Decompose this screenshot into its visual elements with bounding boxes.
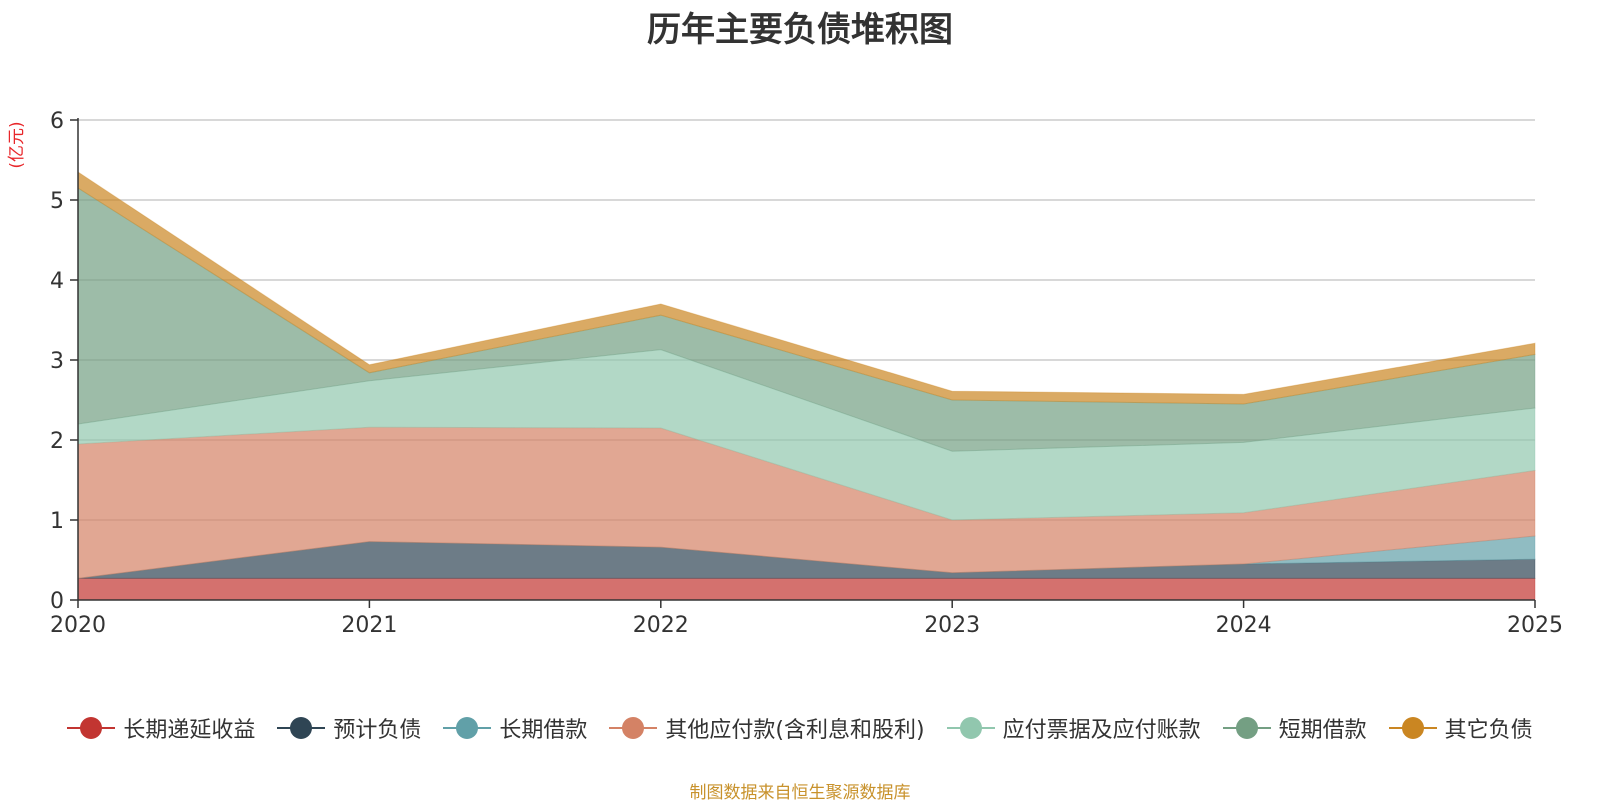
legend-label: 长期借款 — [499, 718, 588, 743]
legend-item[interactable]: 长期借款 — [443, 712, 587, 744]
legend-marker-icon — [1388, 716, 1437, 740]
x-tick-label: 2020 — [50, 613, 106, 638]
x-tick-label: 2024 — [1216, 613, 1272, 638]
legend-label: 其他应付款(含利息和股利) — [665, 718, 925, 743]
y-axis-unit-label: (亿元) — [7, 121, 27, 168]
y-tick-label: 3 — [50, 349, 64, 374]
y-tick-label: 5 — [50, 189, 64, 214]
legend-marker-icon — [67, 716, 116, 740]
legend-item[interactable]: 预计负债 — [277, 712, 421, 744]
data-source-footer: 制图数据来自恒生聚源数据库 — [689, 783, 911, 803]
legend-label: 短期借款 — [1278, 718, 1367, 743]
y-tick-label: 6 — [50, 109, 64, 134]
x-tick-label: 2021 — [341, 613, 397, 638]
x-tick-label: 2022 — [633, 613, 689, 638]
legend-label: 预计负债 — [333, 718, 422, 743]
legend-marker-icon — [609, 716, 658, 740]
y-tick-label: 1 — [50, 509, 64, 534]
legend-label: 长期递延收益 — [123, 718, 256, 743]
legend-item[interactable]: 其他应付款(含利息和股利) — [609, 712, 925, 744]
legend-item[interactable]: 其它负债 — [1388, 712, 1533, 744]
legend-marker-icon — [946, 716, 995, 740]
area-layer — [77, 171, 1536, 601]
legend-label: 其它负债 — [1444, 718, 1533, 743]
y-tick-label: 4 — [50, 269, 64, 294]
area-series-7[interactable] — [77, 171, 1536, 405]
legend-item[interactable]: 应付票据及应付账款 — [946, 712, 1201, 744]
legend-label: 应付票据及应付账款 — [1002, 718, 1201, 743]
x-tick-label: 2023 — [924, 613, 980, 638]
legend-marker-icon — [443, 716, 492, 740]
y-tick-label: 2 — [50, 429, 64, 454]
legend-item[interactable]: 长期递延收益 — [67, 712, 255, 744]
legend-marker-icon — [1222, 716, 1271, 740]
axis-layer: 0 1 2 3 4 5 6 2020 2021 2022 2023 2024 2025 — [50, 109, 1563, 638]
legend: 长期递延收益 预计负债 长期借款 其他应付款(含利息和股利) 应付票据及应付账款 短期借款… — [0, 712, 1600, 744]
legend-marker-icon — [277, 716, 326, 740]
y-tick-label: 0 — [50, 589, 64, 614]
legend-item[interactable]: 短期借款 — [1222, 712, 1367, 744]
x-tick-label: 2025 — [1507, 613, 1563, 638]
chart-title: 历年主要负债堆积图 — [647, 10, 953, 50]
area-series-1[interactable] — [77, 577, 1536, 601]
